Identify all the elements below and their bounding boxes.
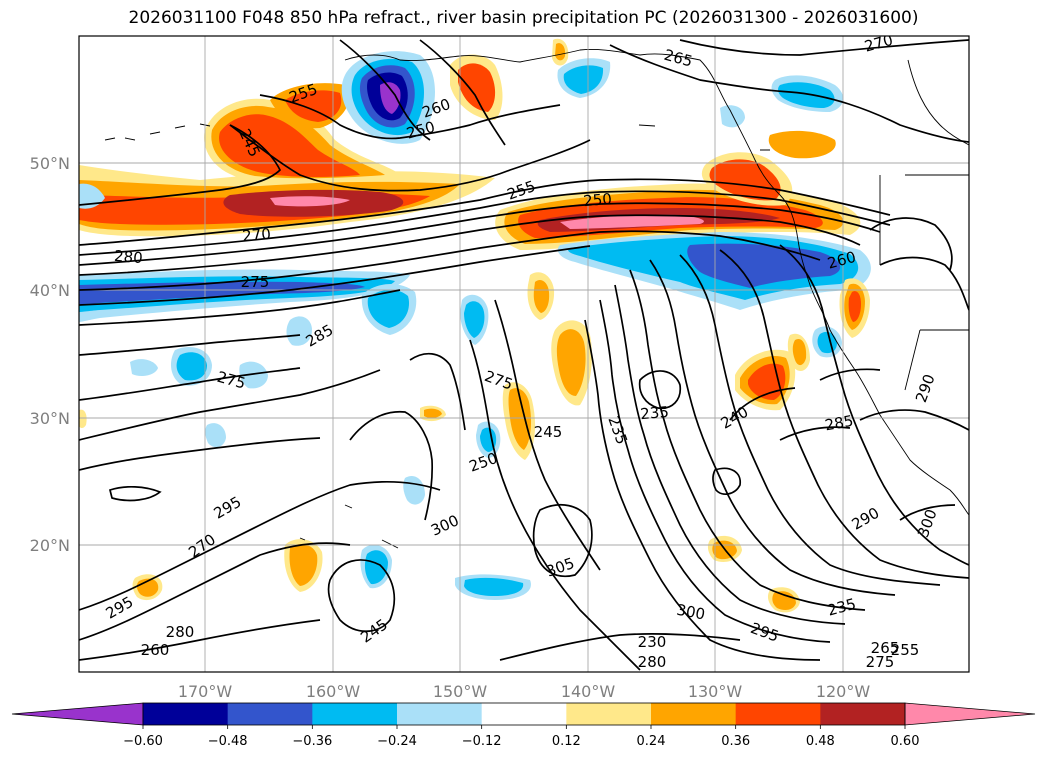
shade-region	[555, 43, 566, 61]
shade-region	[176, 352, 207, 381]
contour-label: 235	[640, 403, 670, 423]
lat-label: 50°N	[30, 154, 70, 173]
colorbar-segment	[227, 703, 313, 725]
precip-shading	[79, 38, 871, 613]
shade-region	[480, 427, 497, 452]
shade-region	[364, 550, 388, 585]
colorbar-segment	[651, 703, 737, 725]
colorbar-segment	[312, 703, 398, 725]
shade-region	[286, 316, 312, 346]
contour-label: 255	[891, 641, 920, 659]
colorbar-tick-label: 0.48	[806, 734, 835, 749]
contour-label: 275	[241, 273, 270, 291]
colorbar-tick-label: 0.12	[552, 734, 581, 749]
shade-region	[239, 361, 268, 389]
contour-label: 300	[675, 601, 706, 624]
shade-region	[533, 280, 550, 313]
shade-region	[289, 543, 318, 586]
lon-label: 160°W	[306, 682, 361, 701]
colorbar-segment	[820, 703, 906, 725]
shade-region	[768, 130, 836, 159]
contour-label: 230	[638, 633, 667, 651]
shade-region	[720, 105, 745, 128]
contour-label: 250	[583, 190, 613, 210]
colorbar-tick-label: −0.24	[377, 734, 417, 749]
lon-label: 130°W	[688, 682, 743, 701]
colorbar-tick-label: 0.60	[891, 734, 920, 749]
contour-label: 245	[534, 423, 563, 441]
colorbar-extend-high	[904, 702, 1036, 726]
shade-region	[464, 577, 524, 596]
shade-region	[778, 82, 835, 108]
shade-region	[772, 591, 796, 611]
shade-region	[205, 423, 226, 448]
shade-region	[464, 301, 485, 338]
colorbar-tick-label: 0.36	[721, 734, 750, 749]
latitude-axis: 50°N 40°N 30°N 20°N	[30, 154, 70, 555]
colorbar-tick-label: −0.48	[208, 734, 248, 749]
shade-region	[560, 214, 704, 229]
contour-label: 280	[638, 653, 667, 671]
shade-region	[270, 196, 350, 207]
colorbar-extend-low	[11, 702, 144, 726]
coastlines	[104, 49, 969, 549]
colorbar-tick-label: −0.36	[292, 734, 332, 749]
contour-label: 270	[242, 225, 272, 245]
lat-label: 30°N	[30, 409, 70, 428]
shade-region	[709, 159, 781, 201]
contour-label: 275	[866, 653, 895, 671]
refractivity-contours	[79, 39, 969, 671]
shade-region	[458, 63, 496, 112]
shade-region	[130, 359, 158, 376]
lat-label: 20°N	[30, 536, 70, 555]
shade-region	[848, 291, 861, 322]
shade-region	[556, 329, 586, 396]
contour-label: 285	[823, 412, 854, 435]
lon-label: 120°W	[816, 682, 871, 701]
colorbar-segment	[566, 703, 652, 725]
colorbar-frame	[142, 702, 906, 726]
lon-label: 150°W	[433, 682, 488, 701]
colorbar-tick-label: −0.12	[462, 734, 502, 749]
colorbar-segment	[481, 703, 567, 725]
contour-label: 280	[113, 247, 143, 267]
map-title: 2026031100 F048 850 hPa refract., river …	[128, 8, 919, 28]
shade-region	[79, 409, 87, 429]
map-frame	[78, 35, 970, 673]
contour-label: 265	[871, 639, 900, 657]
colorbar-segment	[397, 703, 483, 725]
colorbar-tick-label: 0.24	[637, 734, 666, 749]
longitude-axis: 170°W 160°W 150°W 140°W 130°W 120°W	[178, 682, 871, 701]
shade-region	[367, 289, 410, 328]
colorbar-segment	[735, 703, 821, 725]
shade-region	[792, 338, 807, 366]
colorbar	[11, 702, 1036, 726]
colorbar-segment	[143, 703, 229, 725]
colorbar-tick-label: −0.60	[123, 734, 163, 749]
lat-label: 40°N	[30, 281, 70, 300]
shade-region	[285, 90, 342, 122]
shade-region	[424, 408, 442, 419]
colorbar-ticks: −0.60 −0.48 −0.36 −0.24 −0.12 0.12 0.24 0.36 0.4…	[123, 725, 919, 749]
shade-region	[219, 114, 360, 177]
shade-region	[380, 82, 401, 114]
contour-label: 280	[166, 623, 195, 641]
contour-label: 260	[141, 641, 170, 659]
lon-label: 170°W	[178, 682, 233, 701]
shade-region	[563, 65, 604, 94]
lon-label: 140°W	[561, 682, 616, 701]
shade-region	[508, 388, 532, 450]
